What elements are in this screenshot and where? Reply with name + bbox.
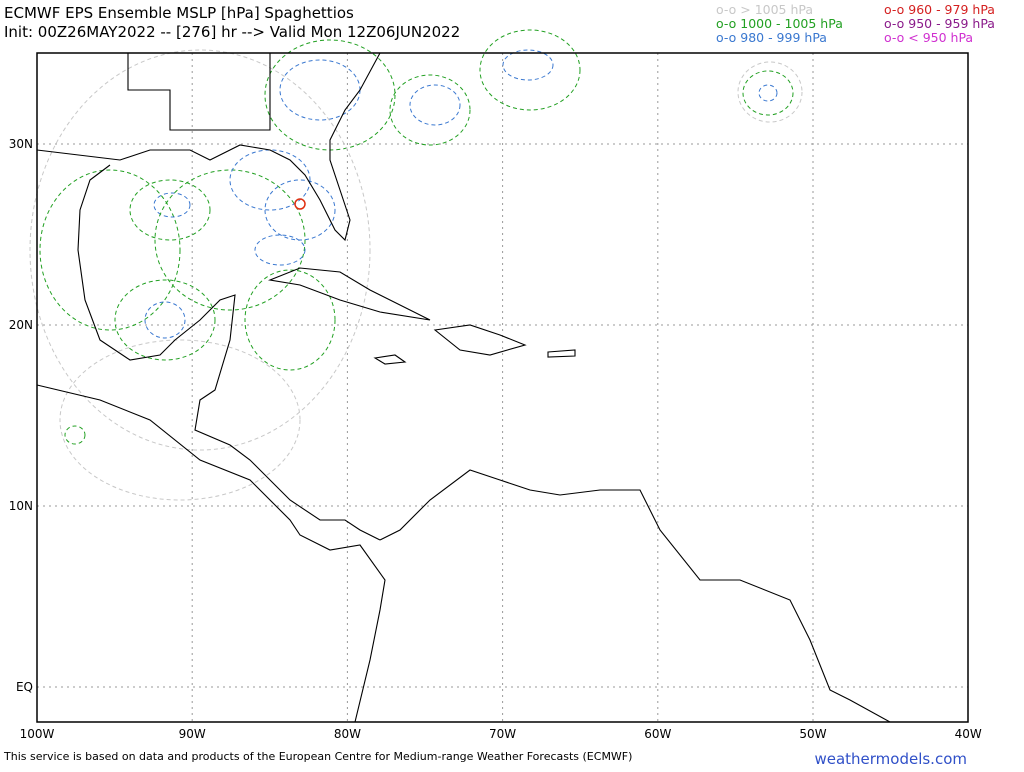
- lat-label: 30N: [9, 137, 33, 151]
- graticule: [37, 53, 968, 722]
- legend-entry: o-o < 950 hPa: [884, 30, 973, 45]
- lon-label: 70W: [489, 727, 516, 741]
- init-line: Init: 00Z26MAY2022 -- [276] hr --> Valid…: [4, 23, 460, 41]
- lon-label: 100W: [20, 727, 55, 741]
- legend-entry: o-o 980 - 999 hPa: [716, 30, 827, 45]
- credit: This service is based on data and produc…: [3, 750, 632, 763]
- legend-entry: o-o 950 - 959 hPa: [884, 16, 995, 31]
- legend-entry: o-o 960 - 979 hPa: [884, 2, 995, 17]
- lat-label: 20N: [9, 318, 33, 332]
- legend-entry: o-o > 1005 hPa: [716, 2, 813, 17]
- lon-label: 50W: [799, 727, 826, 741]
- coastlines: [36, 52, 891, 723]
- lon-label: 40W: [955, 727, 982, 741]
- lon-label: 90W: [179, 727, 206, 741]
- lon-label: 80W: [334, 727, 361, 741]
- contours: [29, 29, 803, 501]
- map-frame: [36, 52, 969, 723]
- lat-label: 10N: [9, 499, 33, 513]
- lon-label: 60W: [644, 727, 671, 741]
- title: ECMWF EPS Ensemble MSLP [hPa] Spaghettio…: [4, 4, 354, 22]
- brand: weathermodels.com: [814, 750, 967, 768]
- legend-entry: o-o 1000 - 1005 hPa: [716, 16, 843, 31]
- lat-label: EQ: [16, 680, 33, 694]
